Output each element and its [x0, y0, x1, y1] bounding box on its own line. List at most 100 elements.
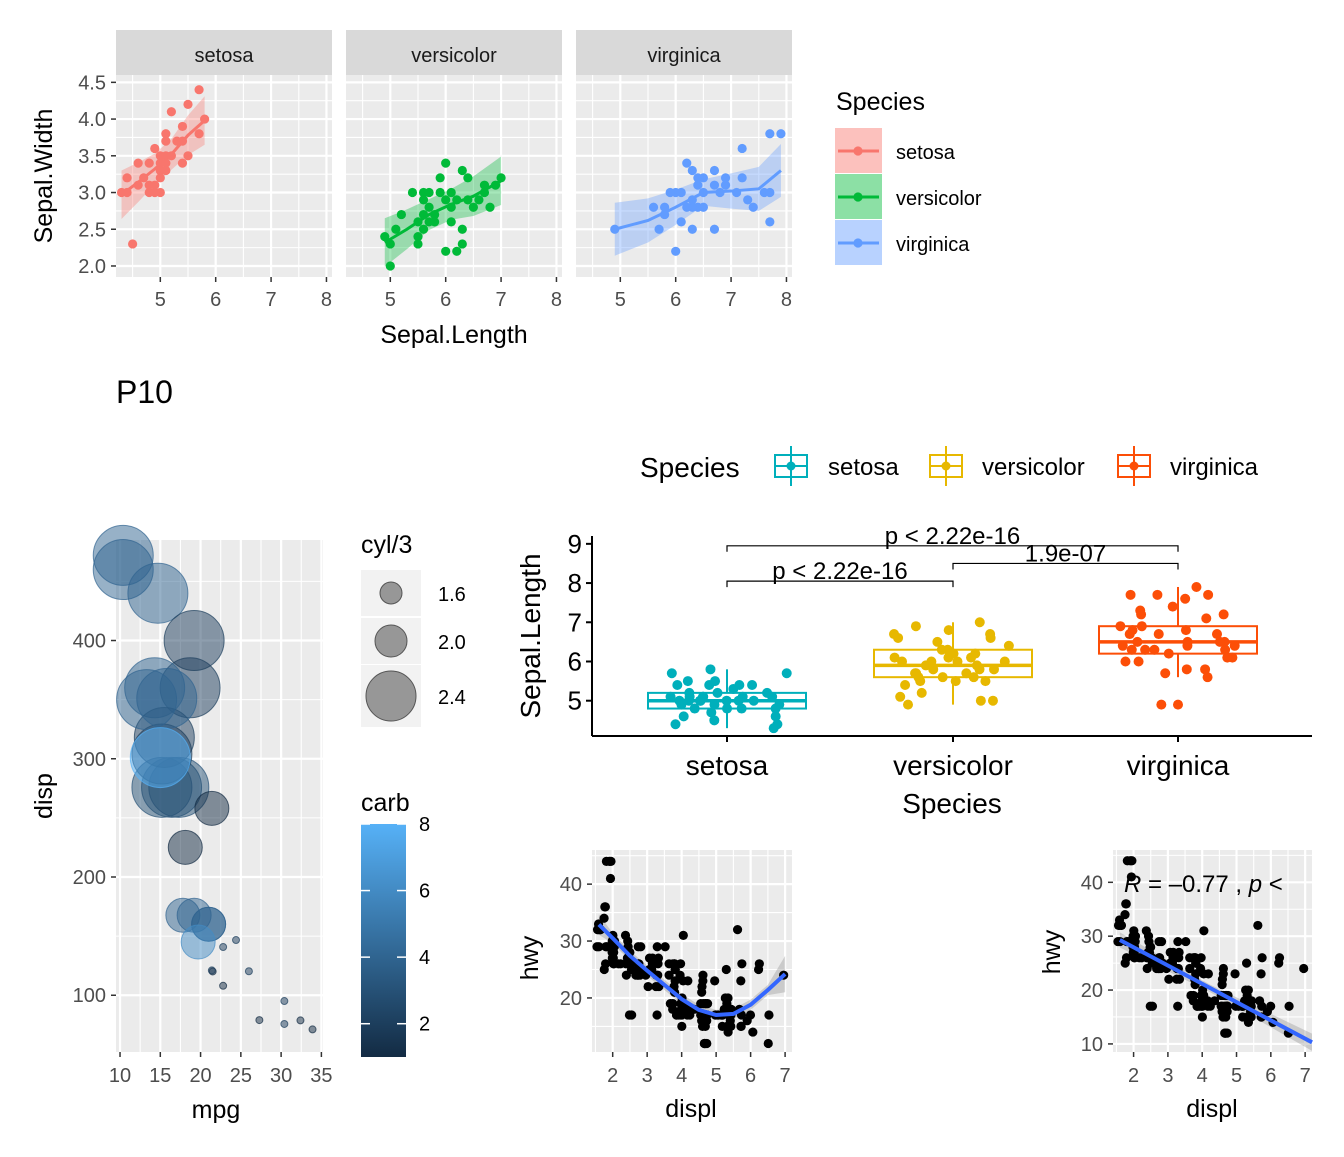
data-point [380, 232, 390, 242]
data-point [620, 930, 631, 940]
data-point [413, 239, 423, 249]
y-axis-title: hwy [1038, 929, 1066, 974]
jitter-point [1120, 656, 1131, 667]
data-point [763, 1038, 773, 1049]
data-point [765, 129, 775, 139]
data-point [626, 964, 637, 975]
data-point [150, 180, 160, 190]
bubble [194, 790, 230, 826]
data-point [194, 85, 204, 95]
jitter-point [706, 707, 717, 718]
legend-key-point [365, 670, 417, 722]
data-point [128, 239, 138, 249]
jitter-point [1181, 664, 1192, 675]
legend-title: carb [361, 789, 410, 817]
legend-title: Species [640, 452, 740, 483]
jitter-point [705, 664, 716, 675]
x-axis-title: Species [902, 788, 1002, 819]
jitter-point [672, 680, 683, 691]
data-point [150, 187, 160, 198]
y-axis-title: disp [30, 773, 58, 819]
bubble [167, 829, 203, 865]
panel-background [346, 75, 562, 277]
data-point [457, 224, 467, 234]
data-point [1196, 1001, 1206, 1011]
comparison-label: 1.9e-07 [1025, 540, 1106, 567]
legend-key-point [379, 581, 403, 605]
jitter-point [747, 680, 758, 691]
data-point [418, 195, 429, 205]
data-point [652, 942, 662, 952]
jitter-point [911, 668, 922, 679]
data-point [468, 202, 478, 212]
data-point [1174, 947, 1184, 957]
data-point [700, 1038, 710, 1049]
jitter-point [900, 680, 911, 691]
data-point [183, 151, 193, 161]
data-point [610, 224, 620, 234]
data-point [430, 217, 440, 227]
data-point [1197, 1012, 1207, 1022]
y-axis-title: Sepal.Length [515, 553, 546, 718]
data-point [1116, 920, 1126, 931]
data-point [693, 180, 703, 190]
jitter-point [943, 625, 954, 636]
jitter-point [1126, 644, 1137, 655]
jitter-point [721, 695, 732, 706]
y-tick-label: 2.0 [78, 256, 106, 278]
data-point [615, 959, 626, 969]
data-point [1141, 926, 1151, 936]
data-point [710, 976, 720, 986]
data-point [1256, 969, 1266, 979]
data-point [1136, 953, 1147, 963]
legend-label: 1.6 [438, 584, 466, 606]
x-tick-label: 7 [496, 289, 507, 311]
data-point [1274, 958, 1284, 968]
data-point [161, 136, 171, 146]
data-point [1218, 963, 1229, 974]
data-point [668, 999, 678, 1009]
jitter-point [975, 695, 986, 706]
data-point [463, 195, 473, 205]
data-point [698, 202, 708, 212]
jitter-point [709, 699, 720, 710]
y-tick-label: 4.0 [78, 109, 106, 131]
data-point [687, 224, 697, 234]
y-tick-label: 4.5 [78, 72, 106, 94]
data-point [742, 1016, 752, 1026]
jitter-point [937, 672, 948, 683]
bubble [308, 1025, 317, 1034]
data-point [676, 187, 686, 198]
jitter-point [1180, 625, 1191, 636]
jitter-point [1125, 589, 1136, 600]
data-point [200, 114, 210, 124]
data-point [753, 964, 764, 975]
x-tick-label: 5 [385, 289, 396, 311]
data-point [609, 959, 619, 969]
jitter-point [1167, 601, 1178, 612]
jitter-point [1222, 652, 1233, 663]
data-point [1246, 996, 1257, 1006]
x-tick-label: 7 [1300, 1065, 1311, 1087]
legend-label: 8 [419, 814, 430, 836]
data-point [177, 121, 188, 132]
data-point [599, 913, 609, 923]
data-point [1165, 947, 1175, 957]
data-point [490, 180, 501, 190]
data-point [1185, 963, 1195, 974]
data-point [715, 187, 725, 198]
jitter-point [1117, 640, 1128, 651]
data-point [601, 856, 612, 866]
jitter-point [903, 699, 914, 710]
jitter-point [712, 687, 723, 698]
data-point [698, 173, 708, 183]
data-point [1174, 974, 1185, 984]
data-point [1121, 899, 1131, 909]
data-point [698, 187, 708, 198]
data-point [1164, 974, 1174, 984]
jitter-point [987, 695, 998, 706]
data-point [717, 1021, 727, 1031]
data-point [1120, 958, 1130, 968]
data-point [441, 195, 451, 205]
legend-label: 2.0 [438, 632, 466, 654]
